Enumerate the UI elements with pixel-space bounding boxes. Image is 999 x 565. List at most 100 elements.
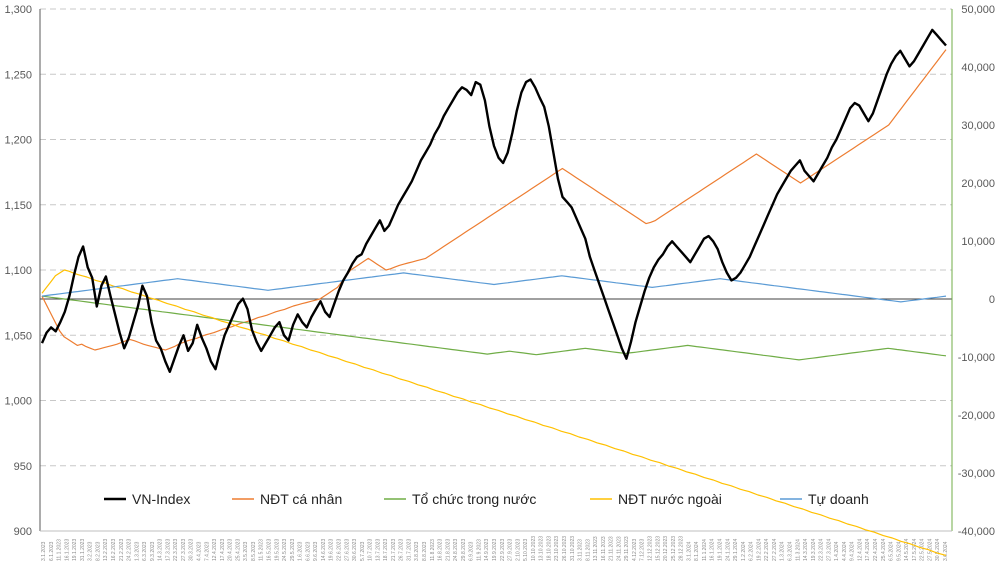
left-tick-label: 1,100 xyxy=(4,265,32,277)
x-tick-label: 3.5.2023 xyxy=(243,541,249,561)
x-tick-label: 3.6.2024 xyxy=(943,541,949,561)
right-tick-label: -10,000 xyxy=(958,352,995,364)
x-tick-label: 22.2.2024 xyxy=(764,539,770,561)
x-tick-label: 7.4.2023 xyxy=(204,541,210,561)
x-tick-label: 29.11.2023 xyxy=(624,536,630,561)
right-tick-label: 20,000 xyxy=(961,178,995,190)
legend-label: NĐT cá nhân xyxy=(260,491,342,507)
x-tick-label: 26.10.2023 xyxy=(562,536,568,561)
series-line-n-t-n-c-ngo-i xyxy=(41,269,947,556)
x-tick-label: 24.2.2023 xyxy=(127,539,133,561)
x-tick-label: 8.8.2023 xyxy=(422,541,428,561)
x-tick-label: 18.7.2023 xyxy=(383,539,389,561)
x-tick-label: 12.4.2024 xyxy=(857,539,863,561)
x-tick-label: 16.5.2023 xyxy=(267,539,273,561)
x-tick-label: 31.7.2023 xyxy=(406,539,412,561)
x-tick-label: 25.4.2024 xyxy=(881,539,887,561)
x-tick-label: 1.3.2024 xyxy=(780,541,786,561)
right-tick-label: -40,000 xyxy=(958,526,995,538)
x-tick-label: 7.12.2023 xyxy=(640,539,646,561)
x-tick-label: 6.5.2024 xyxy=(889,541,895,561)
x-tick-label: 19.6.2023 xyxy=(329,539,335,561)
x-tick-label: 11.8.2023 xyxy=(430,539,436,561)
left-tick-label: 1,000 xyxy=(4,396,32,408)
x-tick-label: 14.5.2024 xyxy=(904,539,910,561)
x-tick-label: 13.2.2023 xyxy=(103,539,109,561)
x-tick-label: 14.3.2023 xyxy=(158,539,164,561)
x-tick-label: 27.2.2024 xyxy=(772,539,778,561)
x-tick-label: 26.7.2023 xyxy=(399,539,405,561)
x-tick-label: 27.9.2023 xyxy=(508,539,514,561)
x-tick-label: 18.10.2023 xyxy=(546,536,552,561)
x-tick-label: 2.10.2023 xyxy=(515,539,521,561)
x-tick-label: 17.4.2023 xyxy=(220,539,226,561)
x-tick-label: 1.6.2023 xyxy=(298,541,304,561)
x-tick-label: 27.3.2024 xyxy=(826,539,832,561)
x-tick-label: 5.10.2023 xyxy=(523,539,529,561)
gridlines xyxy=(39,8,953,532)
x-tick-label: 5.7.2023 xyxy=(360,541,366,561)
x-tick-label: 16.1.2023 xyxy=(64,539,70,561)
x-tick-label: 6.2.2024 xyxy=(749,541,755,561)
x-tick-label: 1.4.2024 xyxy=(834,541,840,561)
x-tick-label: 19.5.2023 xyxy=(274,539,280,561)
x-tick-label: 21.11.2023 xyxy=(609,536,615,561)
x-tick-label: 11.9.2023 xyxy=(476,539,482,561)
left-tick-label: 900 xyxy=(14,526,32,538)
x-tick-label: 30.3.2023 xyxy=(189,539,195,561)
x-tick-label: 8.2.2023 xyxy=(95,541,101,561)
x-tick-label: 8.1.2024 xyxy=(694,541,700,561)
x-tick-label: 16.1.2024 xyxy=(710,539,716,561)
legend: VN-Index NĐT cá nhân Tổ chức trong nước NĐT… xyxy=(104,491,869,507)
right-tick-label: 10,000 xyxy=(961,236,995,248)
series-line-t-ch-c-trong-n-c xyxy=(41,295,947,361)
x-tick-label: 31.1.2023 xyxy=(80,539,86,561)
x-tick-label: 13.10.2023 xyxy=(539,536,545,561)
x-tick-label: 21.8.2023 xyxy=(445,539,451,561)
x-tick-label: 17.4.2024 xyxy=(865,539,871,561)
x-tick-label: 16.8.2023 xyxy=(438,539,444,561)
x-tick-label: 8.11.2023 xyxy=(585,539,591,561)
x-tick-label: 24.11.2023 xyxy=(616,536,622,561)
right-tick-label: -20,000 xyxy=(958,410,995,422)
left-tick-label: 1,050 xyxy=(4,330,32,342)
x-tick-label: 19.2.2024 xyxy=(756,539,762,561)
x-tick-label: 4.4.2023 xyxy=(197,541,203,561)
x-tick-label: 9.3.2023 xyxy=(150,541,156,561)
legend-label: VN-Index xyxy=(132,491,190,507)
x-tick-label: 19.3.2024 xyxy=(811,539,817,561)
x-tick-label: 22.3.2023 xyxy=(173,539,179,561)
x-tick-label: 14.9.2023 xyxy=(484,539,490,561)
x-tick-label: 22.4.2024 xyxy=(873,539,879,561)
x-tick-label: 28.12.2023 xyxy=(679,536,685,561)
x-tick-label: 27.6.2023 xyxy=(344,539,350,561)
x-tick-label: 13.11.2023 xyxy=(593,536,599,561)
x-tick-label: 11.5.2023 xyxy=(259,539,265,561)
x-tick-label: 17.5.2024 xyxy=(912,539,918,561)
x-tick-label: 24.5.2023 xyxy=(282,539,288,561)
x-tick-label: 20.4.2023 xyxy=(228,539,234,561)
x-tick-label: 21.2.2023 xyxy=(119,539,125,561)
x-tick-label: 24.8.2023 xyxy=(453,539,459,561)
x-tick-label: 21.7.2023 xyxy=(391,539,397,561)
left-y-axis: 900 950 1,000 1,050 1,100 1,150 1,200 1,250 1,30… xyxy=(4,4,32,538)
right-tick-label: 50,000 xyxy=(961,4,995,16)
x-tick-label: 1.2.2024 xyxy=(741,541,747,561)
x-tick-label: 30.6.2023 xyxy=(352,539,358,561)
x-tick-label: 19.9.2023 xyxy=(492,539,498,561)
x-tick-label: 19.1.2023 xyxy=(72,539,78,561)
x-tick-label: 10.7.2023 xyxy=(368,539,374,561)
x-tick-label: 11.1.2024 xyxy=(702,539,708,561)
right-tick-label: 40,000 xyxy=(961,62,995,74)
x-tick-label: 6.1.2023 xyxy=(49,541,55,561)
x-tick-label: 24.1.2024 xyxy=(725,539,731,561)
x-tick-label: 23.10.2023 xyxy=(554,536,560,561)
x-tick-label: 6.9.2023 xyxy=(469,541,475,561)
x-tick-label: 14.6.2023 xyxy=(321,539,327,561)
x-tick-label: 9.4.2024 xyxy=(850,541,856,561)
legend-label: NĐT nước ngoài xyxy=(618,491,722,507)
series-line-n-t-c-nh-n xyxy=(41,49,947,351)
x-tick-label: 31.10.2023 xyxy=(570,536,576,561)
left-tick-label: 1,250 xyxy=(4,69,32,81)
